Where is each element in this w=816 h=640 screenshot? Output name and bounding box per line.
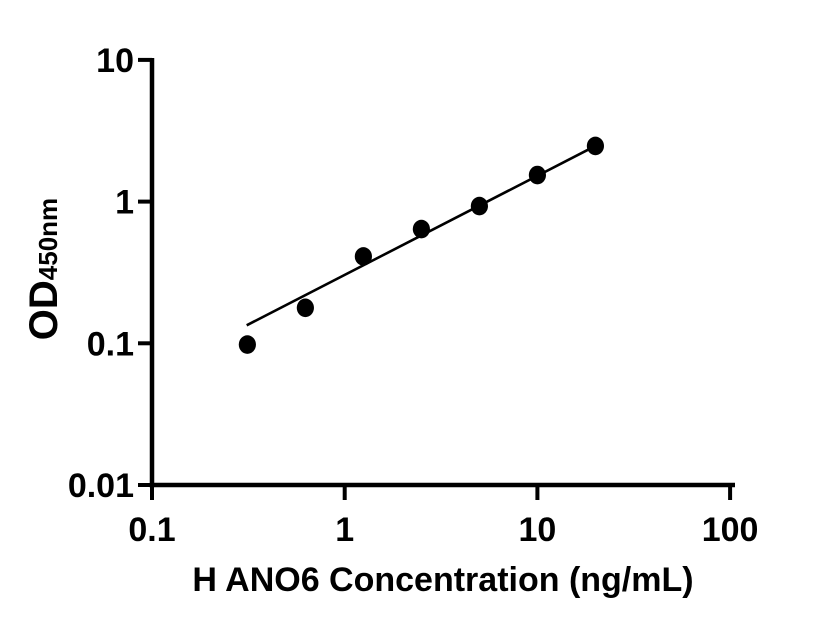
y-axis-title-main: OD xyxy=(22,280,66,341)
data-point xyxy=(238,335,256,354)
y-axis-tick-label: 0.1 xyxy=(87,325,134,363)
data-point xyxy=(354,247,372,266)
x-axis-tick-label: 10 xyxy=(518,511,556,549)
data-point xyxy=(528,165,547,185)
y-axis-title-subscript: 450nm xyxy=(33,197,63,281)
x-axis-tick-label: 1 xyxy=(335,511,354,549)
data-point xyxy=(470,196,488,216)
x-axis-title: H ANO6 Concentration (ng/mL) xyxy=(192,561,694,599)
data-point xyxy=(412,219,430,239)
y-axis-tick-label: 1 xyxy=(115,184,134,222)
y-axis-tick-label: 0.01 xyxy=(68,467,134,505)
data-point xyxy=(586,136,605,156)
data-point xyxy=(296,298,314,318)
y-axis-tick-label: 10 xyxy=(96,42,134,80)
y-axis-title: OD450nm xyxy=(19,169,69,369)
x-axis-tick-label: 100 xyxy=(702,511,759,549)
x-axis-tick-label: 0.1 xyxy=(128,511,175,549)
